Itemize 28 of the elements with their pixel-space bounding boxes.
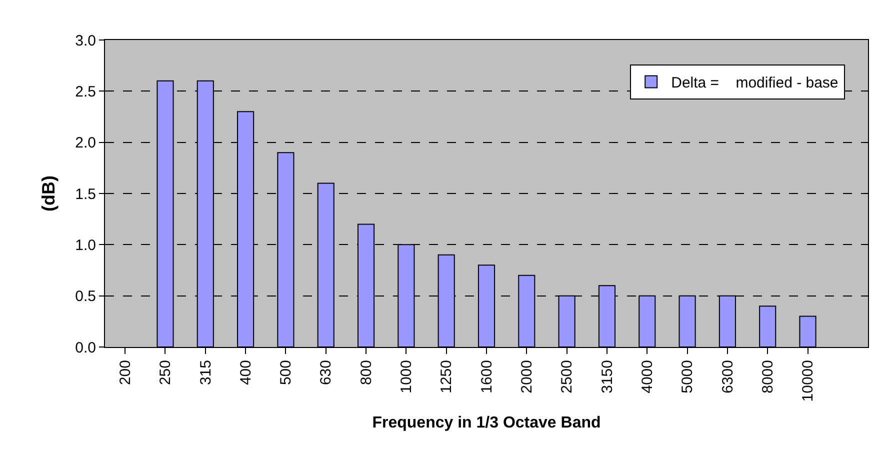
x-tick-label: 315 xyxy=(197,360,214,386)
x-tick-label: 5000 xyxy=(679,360,696,394)
x-tick-label: 2500 xyxy=(558,360,576,394)
legend-label: Delta = modified - base xyxy=(671,74,838,92)
x-tick-label: 1250 xyxy=(438,360,456,394)
y-tick-label: 2.5 xyxy=(75,83,96,100)
x-tick-label: 1000 xyxy=(398,360,416,394)
y-tick-label: 0.0 xyxy=(75,339,96,356)
y-tick-label: 3.0 xyxy=(75,32,96,50)
x-tick-label: 1600 xyxy=(478,360,496,394)
y-tick-label: 1.0 xyxy=(75,236,96,254)
x-tick-label: 500 xyxy=(278,360,295,386)
x-tick-label: 200 xyxy=(116,360,134,386)
x-tick-label: 4000 xyxy=(639,360,656,394)
x-tick-label: 400 xyxy=(237,360,254,386)
x-tick-label: 2000 xyxy=(518,360,536,394)
x-tick-label: 800 xyxy=(358,360,375,386)
y-axis-title: (dB) xyxy=(38,176,58,212)
x-axis-title: Frequency in 1/3 Octave Band xyxy=(372,414,601,432)
x-tick-label: 630 xyxy=(318,360,335,386)
x-tick-label: 8000 xyxy=(759,360,776,394)
y-tick-label: 2.0 xyxy=(75,134,96,152)
x-tick-label: 250 xyxy=(157,360,174,386)
y-tick-label: 0.5 xyxy=(75,288,96,306)
x-tick-label: 10000 xyxy=(800,360,817,402)
x-tick-label: 3150 xyxy=(598,360,616,394)
x-tick-label: 6300 xyxy=(719,360,736,394)
y-tick-label: 1.5 xyxy=(75,186,96,203)
